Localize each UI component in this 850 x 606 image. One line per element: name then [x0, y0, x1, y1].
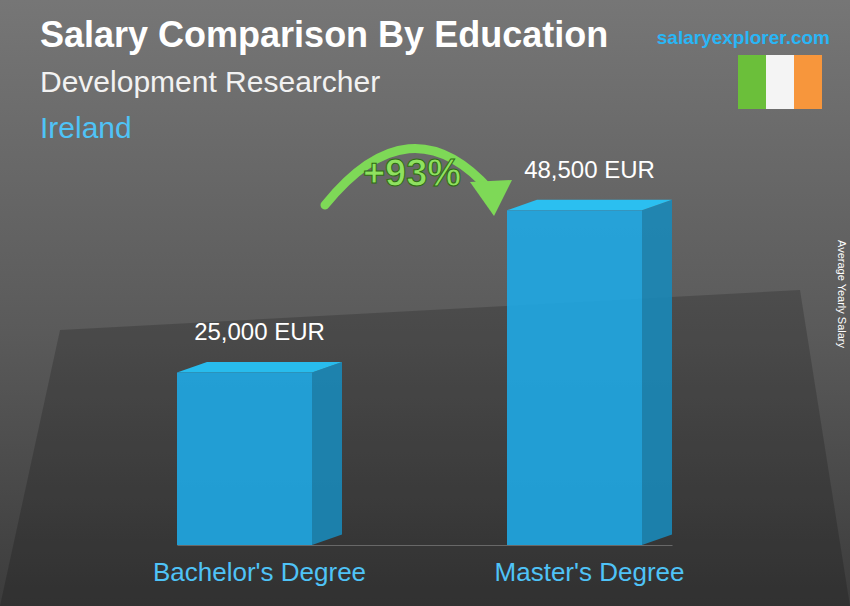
x-axis: Bachelor's Degree Master's Degree	[153, 546, 685, 588]
y-label: Average Yearly Salary	[836, 240, 848, 349]
data-label: 48,500 EUR	[524, 156, 655, 183]
tick-label: Bachelor's Degree	[153, 557, 366, 587]
bar-side	[642, 200, 672, 545]
title: Salary Comparison By Education	[40, 14, 608, 55]
chart: 25,000 EUR 48,500 EUR Bachelor's Degree Mas…	[0, 0, 850, 606]
bar	[177, 373, 312, 546]
annotation: +93%	[363, 152, 461, 194]
background-table	[0, 290, 850, 606]
flag-stripe	[794, 55, 822, 109]
bar-top	[177, 362, 342, 373]
tick: Bachelor's Degree	[153, 557, 366, 587]
source: salaryexplorer.com	[657, 27, 830, 48]
data-label: 25,000 EUR	[194, 318, 325, 345]
annotation-arrow	[325, 148, 490, 205]
bar	[507, 210, 642, 545]
tick: Master's Degree	[495, 557, 685, 587]
flag-stripe	[738, 55, 766, 109]
bar-side	[312, 362, 342, 545]
bar-top	[507, 200, 672, 211]
tick-label: Master's Degree	[495, 557, 685, 587]
axis-line	[178, 545, 673, 546]
background	[0, 0, 850, 606]
subtitle: Development Researcher	[40, 65, 380, 98]
flag	[738, 55, 822, 109]
annotation-arrowhead	[470, 180, 512, 216]
bars	[177, 200, 672, 545]
country: Ireland	[40, 111, 132, 144]
flag-stripe	[766, 55, 794, 109]
